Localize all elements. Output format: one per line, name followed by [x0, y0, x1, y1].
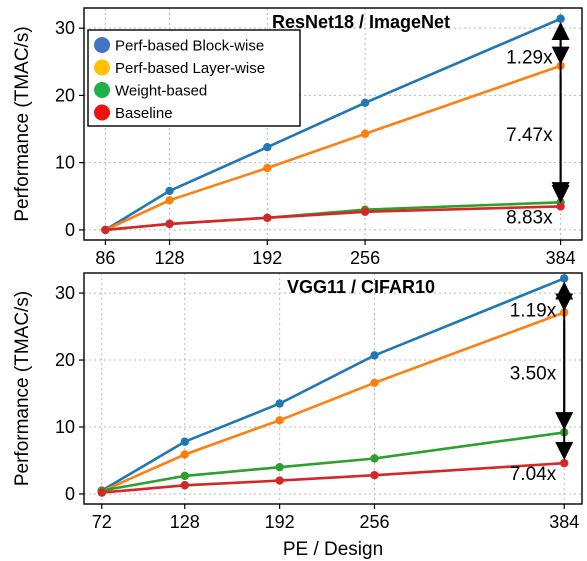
ratio-label: 3.50x	[510, 363, 557, 384]
legend-label: Weight-based	[115, 83, 207, 100]
data-point	[370, 471, 379, 480]
x-tick-label: 72	[92, 512, 112, 532]
legend-box	[87, 29, 301, 127]
plot-area	[84, 273, 582, 504]
axes-frame	[83, 7, 583, 241]
data-point	[263, 143, 272, 152]
chart-title: ResNet18 / ImageNet	[272, 12, 450, 32]
data-point	[97, 488, 106, 497]
data-point	[180, 450, 189, 459]
data-point	[370, 454, 379, 463]
data-point	[275, 416, 284, 425]
ratio-label: 7.47x	[506, 125, 553, 146]
legend-marker	[94, 82, 110, 98]
legend-marker	[94, 37, 110, 53]
data-point	[275, 399, 284, 408]
ratio-label: 8.83x	[506, 207, 553, 228]
data-point	[275, 476, 284, 485]
y-tick-label: 20	[55, 350, 75, 370]
ratio-label: 7.04x	[510, 464, 557, 485]
x-tick-label: 384	[546, 248, 576, 268]
data-point	[560, 274, 569, 283]
chart-panel-2: 0 10 20 30 72 128 192 256 384 Performance (TMAC/s…	[12, 272, 583, 560]
chart-title: VGG11 / CIFAR10	[287, 277, 435, 297]
data-point	[360, 129, 370, 138]
data-point	[165, 196, 174, 205]
data-point	[370, 351, 379, 360]
ratio-label: 1.19x	[510, 300, 557, 321]
data-point	[370, 378, 379, 388]
x-tick-label: 256	[350, 248, 380, 268]
y-tick-label: 30	[55, 18, 75, 38]
y-tick-label: 0	[65, 484, 75, 504]
legend-marker	[94, 104, 110, 121]
data-point	[360, 207, 370, 216]
data-point	[180, 481, 189, 490]
x-tick-label: 192	[265, 512, 295, 532]
y-tick-label: 10	[55, 417, 75, 437]
data-point	[360, 98, 370, 108]
legend-label: Perf-based Layer-wise	[115, 60, 265, 77]
data-point	[180, 437, 189, 446]
ratio-label: 1.29x	[506, 47, 553, 68]
y-tick-label: 0	[65, 220, 75, 240]
data-point	[275, 462, 284, 472]
x-axis-label: PE / Design	[283, 539, 383, 560]
data-point	[556, 14, 565, 23]
y-tick-label: 20	[55, 85, 75, 105]
x-tick-label: 384	[549, 512, 579, 532]
x-tick-label: 128	[170, 512, 200, 532]
data-point	[165, 186, 174, 196]
y-tick-label: 30	[55, 283, 75, 303]
y-axis-label: Performance (TMAC/s)	[12, 26, 33, 221]
data-point	[165, 219, 174, 229]
data-point	[101, 225, 110, 235]
x-tick-label: 256	[359, 512, 389, 532]
legend-label: Baseline	[115, 105, 173, 122]
data-point	[263, 163, 272, 173]
legend: Perf-based Block-wise Perf-based Layer-wi…	[87, 29, 301, 127]
data-point	[560, 458, 569, 468]
data-point	[263, 213, 272, 223]
y-tick-label: 10	[55, 153, 75, 173]
y-axis-label: Performance (TMAC/s)	[12, 291, 33, 486]
x-tick-label: 192	[252, 248, 282, 268]
chart-panel-1: 0 10 20 30 86 128 192 256 384 Performance (TMAC/s…	[12, 7, 583, 268]
x-tick-label: 128	[155, 248, 185, 268]
x-tick-label: 86	[95, 248, 115, 268]
data-point	[180, 471, 189, 481]
legend-label: Perf-based Block-wise	[115, 38, 264, 55]
legend-marker	[94, 59, 110, 76]
axes-frame	[83, 272, 583, 505]
data-point	[556, 202, 565, 211]
